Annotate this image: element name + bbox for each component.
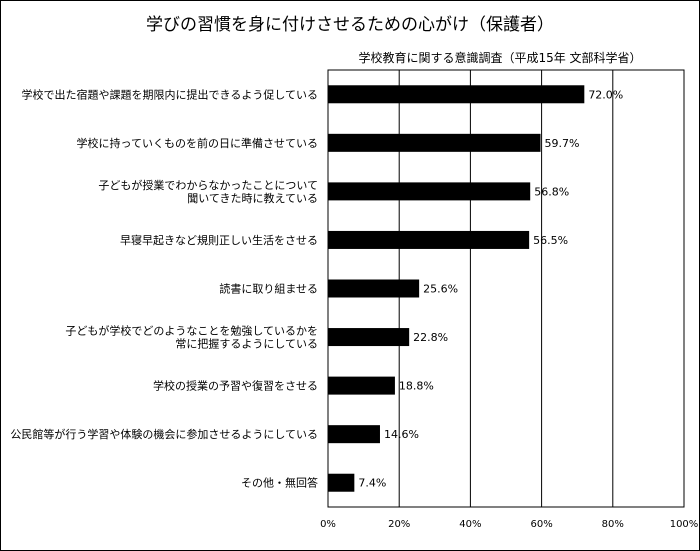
x-tick-label-4: 80% — [602, 519, 624, 530]
category-label-0: 学校で出た宿題や課題を期限内に提出できるよう促している — [22, 87, 318, 101]
bar-value-label-1: 59.7% — [545, 137, 580, 150]
bar-4 — [328, 279, 420, 298]
category-label-7: 公民館等が行う学習や体験の機会に参加させるようにしている — [10, 427, 318, 441]
category-label-5-line-0: 子どもが学校でどのようなことを勉強しているかを — [65, 324, 318, 338]
x-tick-label-5: 100% — [670, 519, 699, 530]
bar-2 — [328, 182, 531, 201]
chart-title: 学びの習慣を身に付けさせるための心がけ（保護者） — [146, 15, 554, 35]
bar-0 — [328, 85, 585, 104]
bar-value-label-7: 14.6% — [384, 428, 419, 441]
bar-1 — [328, 133, 541, 152]
bar-value-label-6: 18.8% — [399, 380, 434, 393]
x-tick-label-3: 60% — [530, 519, 552, 530]
bar-value-label-3: 56.5% — [533, 234, 568, 247]
category-label-2-line-1: 聞いてきた時に教えている — [187, 192, 318, 205]
bar-3 — [328, 230, 530, 249]
bar-5 — [328, 328, 410, 347]
bar-value-label-4: 25.6% — [423, 283, 458, 296]
category-label-6: 学校の授業の予習や復習をさせる — [153, 379, 318, 393]
x-tick-label-2: 40% — [459, 519, 481, 530]
x-tick-label-1: 20% — [388, 519, 410, 530]
chart-subtitle: 学校教育に関する意識調査（平成15年 文部科学省） — [358, 51, 642, 65]
bar-value-label-8: 7.4% — [358, 477, 386, 490]
bar-6 — [328, 376, 395, 395]
x-tick-label-0: 0% — [320, 519, 336, 530]
category-label-4: 読書に取り組ませる — [219, 282, 318, 296]
category-label-3: 早寝早起きなど規則正しい生活をさせる — [120, 233, 318, 247]
category-label-1: 学校に持っていくものを前の日に準備させている — [77, 136, 318, 150]
category-label-5-line-1: 常に把握するようにしている — [175, 337, 318, 351]
category-label-8: その他・無回答 — [241, 476, 318, 490]
bar-value-label-0: 72.0% — [588, 88, 623, 101]
category-label-2-line-0: 子どもが授業でわからなかったことについて — [98, 178, 318, 192]
bar-7 — [328, 425, 380, 444]
bar-8 — [328, 473, 355, 492]
bar-value-label-2: 56.8% — [534, 185, 569, 198]
bar-value-label-5: 22.8% — [413, 331, 448, 344]
